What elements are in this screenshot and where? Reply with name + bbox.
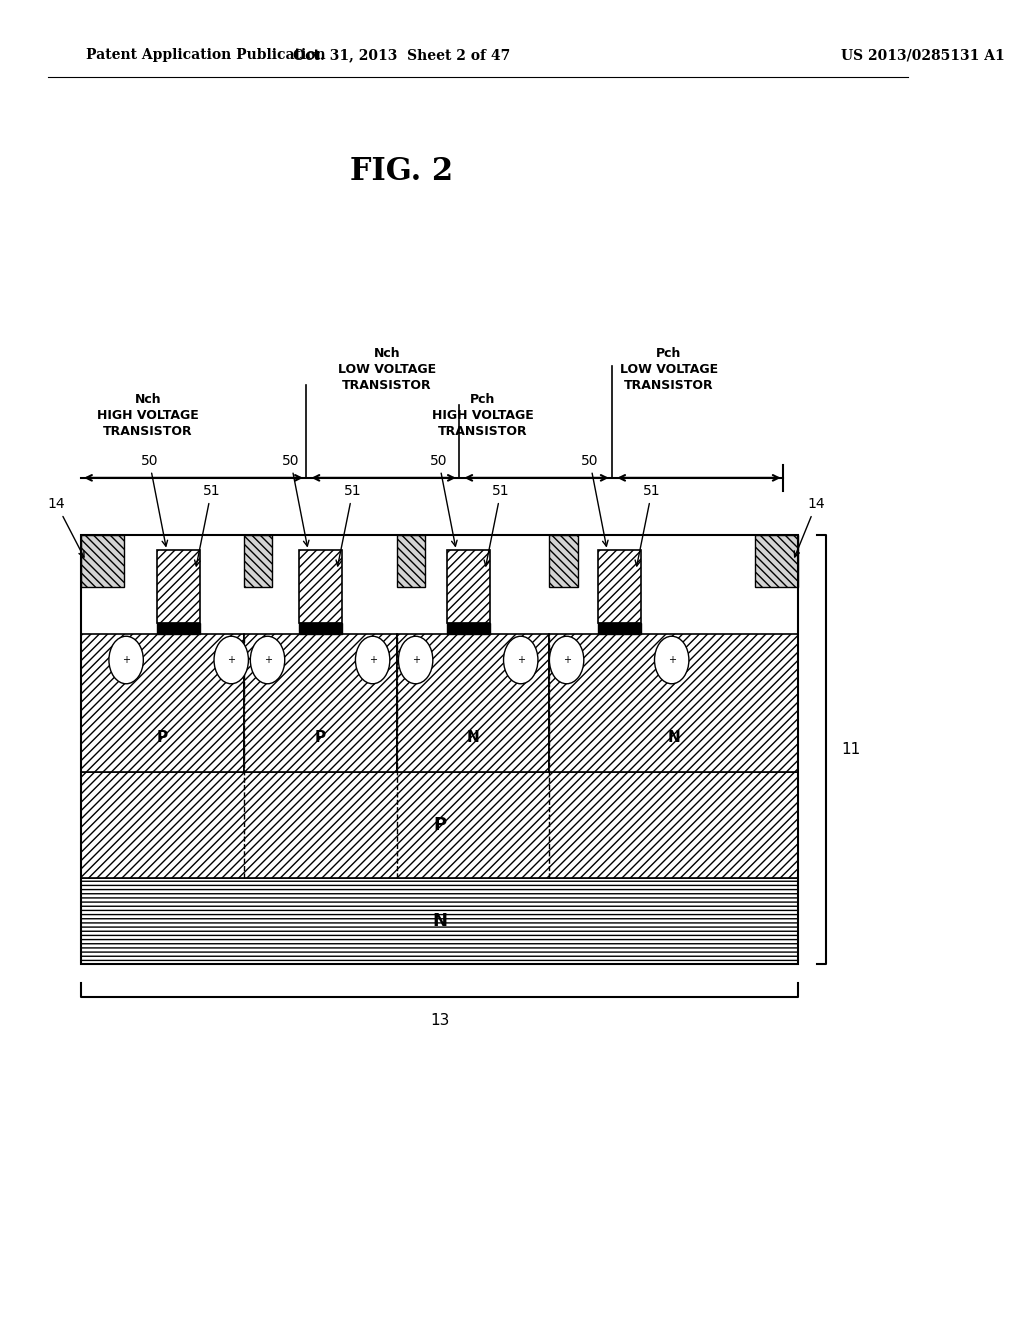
Text: +: +: [412, 655, 420, 665]
Text: +: +: [122, 655, 130, 665]
Bar: [755, 535, 798, 587]
Text: +: +: [668, 655, 676, 665]
Circle shape: [654, 636, 689, 684]
Circle shape: [398, 636, 433, 684]
Text: 51: 51: [484, 484, 510, 566]
Text: +: +: [369, 655, 377, 665]
Bar: [81, 535, 124, 587]
Bar: [598, 623, 641, 634]
Text: Oct. 31, 2013  Sheet 2 of 47: Oct. 31, 2013 Sheet 2 of 47: [293, 49, 510, 62]
Bar: [550, 535, 579, 587]
Circle shape: [214, 636, 249, 684]
Text: 14: 14: [795, 498, 825, 557]
Text: N: N: [668, 730, 680, 744]
Text: 51: 51: [336, 484, 361, 566]
Bar: [299, 550, 342, 623]
Bar: [244, 634, 396, 772]
Bar: [81, 535, 798, 964]
Text: Patent Application Publication: Patent Application Publication: [86, 49, 326, 62]
Text: +: +: [562, 655, 570, 665]
Text: P: P: [433, 816, 446, 834]
Text: P: P: [314, 730, 326, 744]
Bar: [81, 878, 798, 964]
Text: 50: 50: [430, 454, 457, 546]
Bar: [81, 772, 798, 878]
Bar: [244, 535, 272, 587]
Text: P: P: [157, 730, 168, 744]
Circle shape: [109, 636, 143, 684]
Text: Nch
HIGH VOLTAGE
TRANSISTOR: Nch HIGH VOLTAGE TRANSISTOR: [97, 393, 199, 438]
Text: 51: 51: [635, 484, 660, 566]
Text: 13: 13: [430, 1012, 450, 1028]
Text: +: +: [263, 655, 271, 665]
Text: 14: 14: [48, 498, 84, 557]
Circle shape: [550, 636, 584, 684]
Bar: [157, 623, 200, 634]
Bar: [446, 623, 489, 634]
Circle shape: [355, 636, 390, 684]
Text: N: N: [467, 730, 479, 744]
Text: Nch
LOW VOLTAGE
TRANSISTOR: Nch LOW VOLTAGE TRANSISTOR: [338, 347, 436, 392]
Text: 50: 50: [282, 454, 309, 546]
Bar: [299, 623, 342, 634]
Text: 50: 50: [140, 454, 168, 546]
Bar: [81, 634, 244, 772]
Bar: [157, 550, 200, 623]
Text: +: +: [517, 655, 524, 665]
Text: 11: 11: [841, 742, 860, 756]
Text: N: N: [432, 912, 447, 929]
Circle shape: [250, 636, 285, 684]
Text: US 2013/0285131 A1: US 2013/0285131 A1: [841, 49, 1005, 62]
Bar: [396, 634, 550, 772]
Text: 50: 50: [581, 454, 608, 546]
Circle shape: [504, 636, 538, 684]
Text: 51: 51: [195, 484, 220, 566]
Bar: [446, 550, 489, 623]
Bar: [396, 535, 425, 587]
Bar: [598, 550, 641, 623]
Text: Pch
LOW VOLTAGE
TRANSISTOR: Pch LOW VOLTAGE TRANSISTOR: [620, 347, 718, 392]
Bar: [550, 634, 798, 772]
Text: Pch
HIGH VOLTAGE
TRANSISTOR: Pch HIGH VOLTAGE TRANSISTOR: [432, 393, 534, 438]
Text: FIG. 2: FIG. 2: [350, 156, 453, 187]
Text: +: +: [227, 655, 236, 665]
